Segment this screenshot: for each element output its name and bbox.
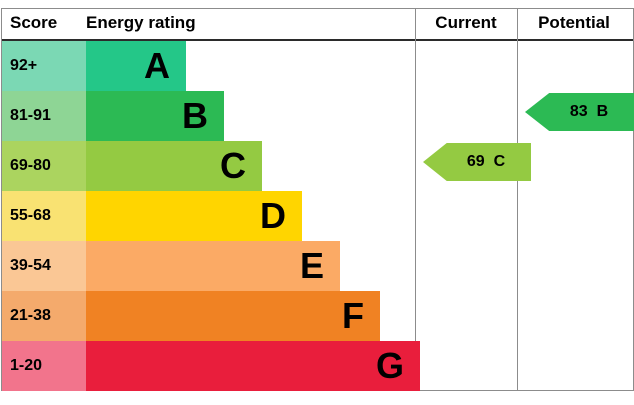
chart-header: Score Energy rating Current Potential xyxy=(2,9,633,41)
band-row-c: 69-80 C xyxy=(2,141,633,191)
current-column-header: Current xyxy=(435,13,497,32)
band-bar-b: B xyxy=(86,91,224,141)
band-letter-e: E xyxy=(299,245,324,286)
potential-column-divider xyxy=(517,9,518,390)
band-row-e: 39-54 E xyxy=(2,241,633,291)
band-bar-f: F xyxy=(86,291,380,341)
band-score-f: 21-38 xyxy=(2,291,86,341)
potential-rating-letter: B xyxy=(596,103,609,120)
band-letter-b: B xyxy=(182,95,208,136)
band-row-g: 1-20 G xyxy=(2,341,633,391)
band-score-a: 92+ xyxy=(2,41,86,91)
band-letter-a: A xyxy=(144,45,170,86)
band-bar-a: A xyxy=(86,41,186,91)
band-bar-e: E xyxy=(86,241,340,291)
band-row-d: 55-68 D xyxy=(2,191,633,241)
band-score-g: 1-20 xyxy=(2,341,86,391)
band-row-f: 21-38 F xyxy=(2,291,633,341)
current-column-divider xyxy=(415,9,416,390)
band-bar-c: C xyxy=(86,141,262,191)
band-letter-d: D xyxy=(260,195,286,236)
band-row-a: 92+ A xyxy=(2,41,633,91)
potential-rating-arrow: 83 B xyxy=(525,93,634,131)
band-letter-g: G xyxy=(375,345,404,386)
band-letter-f: F xyxy=(342,295,364,336)
band-letter-c: C xyxy=(220,145,246,186)
potential-rating-value: 83 xyxy=(569,103,588,120)
band-bar-g: G xyxy=(86,341,420,391)
potential-column-header: Potential xyxy=(538,13,610,32)
current-rating-arrow: 69 C xyxy=(423,143,531,181)
chart-frame: Score Energy rating Current Potential 92… xyxy=(1,8,634,391)
band-bar-d: D xyxy=(86,191,302,241)
current-rating-value: 69 xyxy=(466,153,485,170)
band-score-b: 81-91 xyxy=(2,91,86,141)
score-column-header: Score xyxy=(10,13,58,32)
band-list: 92+ A 81-91 B 69-80 C 55-68 xyxy=(2,41,633,391)
current-rating-letter: C xyxy=(493,153,506,170)
band-score-d: 55-68 xyxy=(2,191,86,241)
band-score-c: 69-80 xyxy=(2,141,86,191)
band-row-b: 81-91 B xyxy=(2,91,633,141)
band-score-e: 39-54 xyxy=(2,241,86,291)
energy-rating-column-header: Energy rating xyxy=(86,13,196,32)
